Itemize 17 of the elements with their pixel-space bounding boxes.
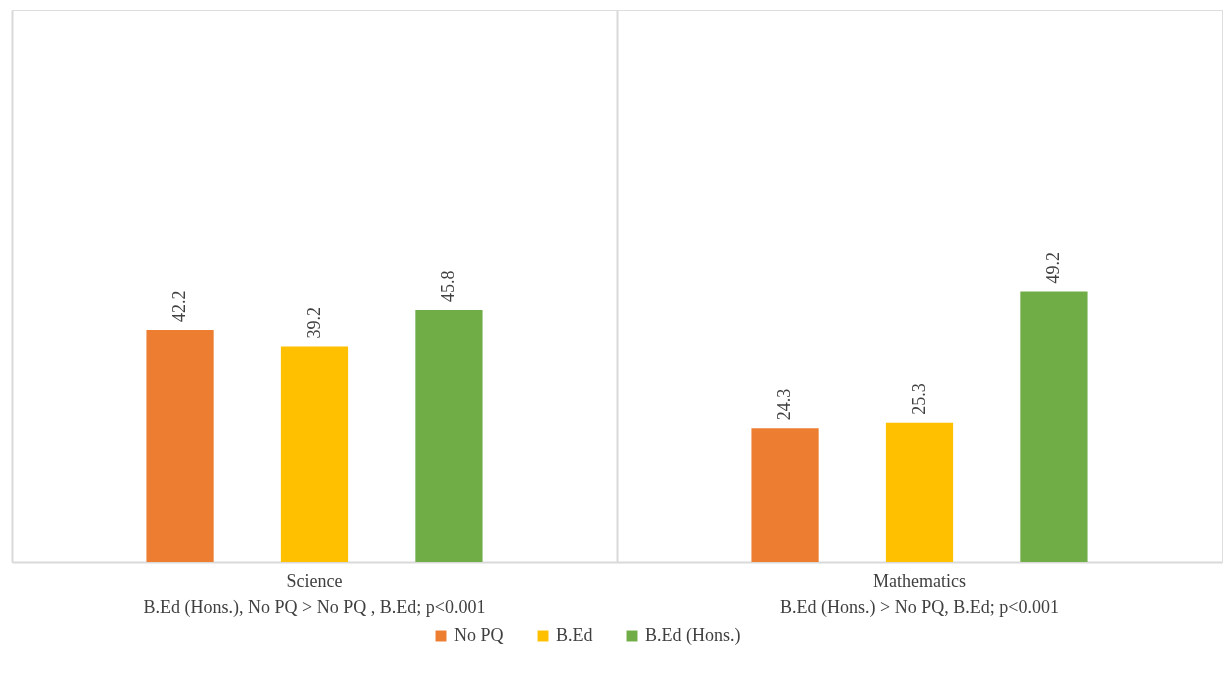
- bar: [1020, 291, 1088, 562]
- data-label: 25.3: [908, 383, 929, 415]
- x-tick-label: Science B.Ed (Hons.), No PQ > No PQ , B.Ed; p<0.001: [143, 570, 486, 618]
- legend-label: No PQ: [454, 625, 504, 645]
- bar: [885, 422, 954, 562]
- legend-label: B.Ed (Hons.): [645, 625, 741, 646]
- data-label: 49.2: [1042, 251, 1063, 284]
- bar: [751, 428, 819, 562]
- legend-label: B.Ed: [556, 625, 593, 645]
- data-label: 24.3: [774, 388, 795, 421]
- bar: [146, 329, 214, 562]
- data-label: 39.2: [303, 306, 324, 339]
- data-label: 42.2: [169, 290, 190, 322]
- bar: [415, 310, 483, 562]
- data-label: 45.8: [437, 270, 458, 303]
- bar: [280, 346, 349, 562]
- x-tick-label: Mathematics B.Ed (Hons.) > No PQ, B.Ed; p<0.001: [780, 570, 1059, 618]
